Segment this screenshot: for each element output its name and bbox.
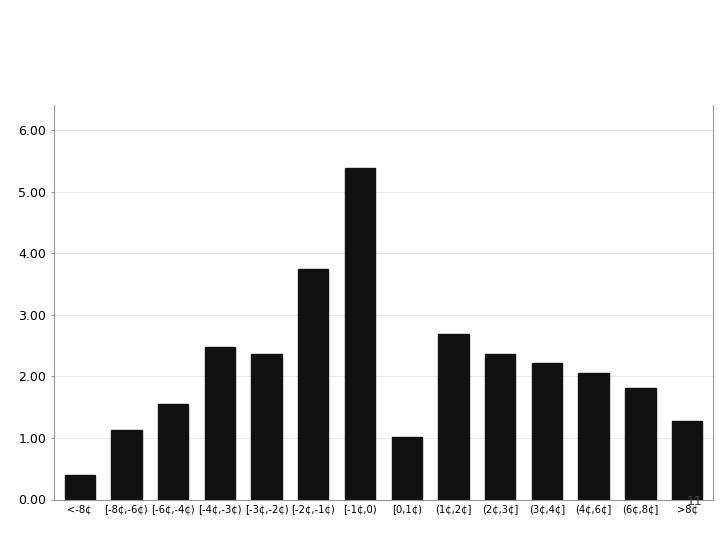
Bar	[625, 388, 656, 500]
Bar	[204, 347, 235, 500]
Bar	[158, 404, 189, 500]
Bar	[345, 168, 375, 500]
Text: 11: 11	[686, 495, 702, 508]
Bar	[65, 475, 95, 500]
Bar	[111, 430, 142, 500]
Text: ERCs for earnings surprises in various ranges: ERCs for earnings surprises in various r…	[11, 20, 563, 40]
Bar	[532, 363, 562, 500]
Bar	[392, 437, 422, 500]
Bar	[578, 373, 609, 500]
Bar	[298, 268, 328, 500]
Bar	[438, 334, 469, 500]
Bar	[485, 354, 516, 500]
Bar	[672, 421, 702, 500]
Text: (full sample 1992-2004): (full sample 1992-2004)	[11, 65, 300, 85]
Bar	[251, 354, 282, 500]
